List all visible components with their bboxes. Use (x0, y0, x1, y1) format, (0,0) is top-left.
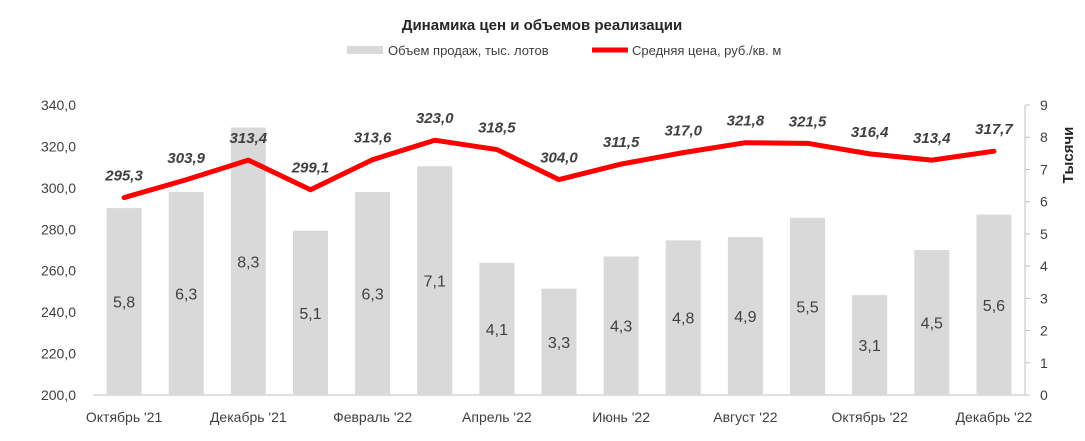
y2-tick-label: 5 (1040, 226, 1048, 242)
bar-value-label: 4,3 (610, 319, 632, 336)
price-point (930, 159, 933, 162)
bar (292, 230, 328, 395)
price-value-label: 317,7 (975, 121, 1013, 138)
price-point (806, 142, 809, 145)
y1-tick-label: 200,0 (41, 387, 76, 403)
bar (355, 192, 391, 395)
y2-tick-label: 6 (1040, 194, 1048, 210)
bar-series (106, 127, 1012, 396)
price-value-label: 295,3 (104, 168, 143, 185)
price-point (868, 152, 871, 155)
y1-tick-label: 260,0 (41, 263, 76, 279)
bar (603, 256, 639, 395)
bar (976, 214, 1012, 395)
x-tick-label: Октябрь '21 (86, 409, 163, 425)
legend-label-volume: Объем продаж, тыс. лотов (388, 43, 549, 58)
bar (541, 288, 577, 395)
y2-tick-label: 9 (1040, 97, 1048, 113)
x-tick-label: Декабрь '21 (210, 409, 287, 425)
price-value-label: 313,4 (913, 130, 951, 147)
x-tick-label: Апрель '22 (462, 409, 532, 425)
price-value-label: 303,9 (167, 150, 205, 167)
bar (852, 295, 888, 395)
bar-value-label: 8,3 (237, 254, 259, 271)
price-value-label: 304,0 (540, 150, 578, 167)
y1-tick-label: 340,0 (41, 97, 76, 113)
legend-label-price: Средняя цена, руб./кв. м (632, 43, 781, 58)
price-value-label: 313,6 (354, 130, 392, 147)
y1-tick-label: 240,0 (41, 304, 76, 320)
y2-tick-label: 2 (1040, 323, 1048, 339)
bar (417, 166, 453, 395)
x-tick-label: Февраль '22 (333, 409, 412, 425)
bar (665, 240, 701, 395)
price-value-label: 316,4 (851, 124, 889, 141)
price-point (309, 188, 312, 191)
price-point (682, 151, 685, 154)
y2-tick-label: 1 (1040, 355, 1048, 371)
price-value-label: 311,5 (603, 134, 640, 151)
bar (106, 208, 142, 395)
bar-value-label: 7,1 (424, 274, 446, 291)
bar-value-label: 5,5 (796, 299, 818, 316)
bar (790, 217, 826, 395)
bar-value-label: 6,3 (175, 287, 197, 304)
chart-title: Динамика цен и объемов реализации (402, 17, 682, 34)
y1-tick-label: 320,0 (41, 138, 76, 154)
bar-value-label: 5,6 (983, 298, 1005, 315)
bar-value-label: 3,3 (548, 335, 570, 352)
price-value-label: 313,4 (230, 130, 268, 147)
axes: 200,0 220,0 240,0 260,0 280,0 300,0 320,0 340,0… (41, 97, 1048, 425)
price-point (620, 163, 623, 166)
price-point (371, 158, 374, 161)
price-value-label: 317,0 (664, 123, 702, 140)
bar-value-label: 6,3 (361, 287, 383, 304)
data-labels: 5,8 6,3 8,3 5,1 6,3 7,1 4,1 3,3 4,3 4,8 4,9 5,5 3,1 4… (104, 110, 1013, 355)
bar (727, 237, 763, 395)
bar-value-label: 3,1 (859, 338, 881, 355)
y2-axis-title: Тысячи (1060, 127, 1077, 184)
line-series (121, 137, 997, 201)
price-point (123, 196, 126, 199)
price-value-label: 318,5 (478, 120, 516, 137)
x-tick-label: Декабрь '22 (956, 409, 1033, 425)
bar-value-label: 4,1 (486, 322, 508, 339)
bar (168, 192, 204, 395)
y1-tick-label: 300,0 (41, 180, 76, 196)
price-point (495, 148, 498, 151)
price-value-label: 323,0 (416, 110, 454, 127)
legend: Объем продаж, тыс. лотов Средняя цена, р… (347, 43, 781, 58)
bar-value-label: 5,8 (113, 295, 135, 312)
price-point (433, 139, 436, 142)
y1-tick-label: 220,0 (41, 346, 76, 362)
price-point (247, 159, 250, 162)
bar (230, 127, 266, 396)
price-point (558, 178, 560, 181)
y1-tick-label: 280,0 (41, 221, 76, 237)
price-value-label: 321,5 (789, 113, 827, 130)
x-tick-label: Август '22 (713, 409, 777, 425)
y2-tick-label: 7 (1040, 161, 1048, 177)
x-tick-label: Октябрь '22 (831, 409, 908, 425)
bar (479, 262, 515, 395)
y2-tick-label: 3 (1040, 290, 1048, 306)
x-tick-label: Июнь '22 (592, 409, 650, 425)
bar-value-label: 4,9 (734, 309, 756, 326)
price-point (992, 150, 995, 153)
y2-tick-label: 8 (1040, 129, 1048, 145)
y2-tick-label: 0 (1040, 387, 1048, 403)
bar-value-label: 4,5 (921, 316, 943, 333)
bar-value-label: 5,1 (299, 306, 321, 323)
price-value-label: 299,1 (291, 160, 330, 177)
price-point (744, 141, 747, 144)
y2-tick-label: 4 (1040, 258, 1048, 274)
bar-value-label: 4,8 (672, 311, 694, 328)
bar (914, 250, 950, 395)
price-value-label: 321,8 (727, 113, 765, 130)
price-point (185, 178, 188, 181)
legend-swatch-volume (347, 46, 383, 54)
